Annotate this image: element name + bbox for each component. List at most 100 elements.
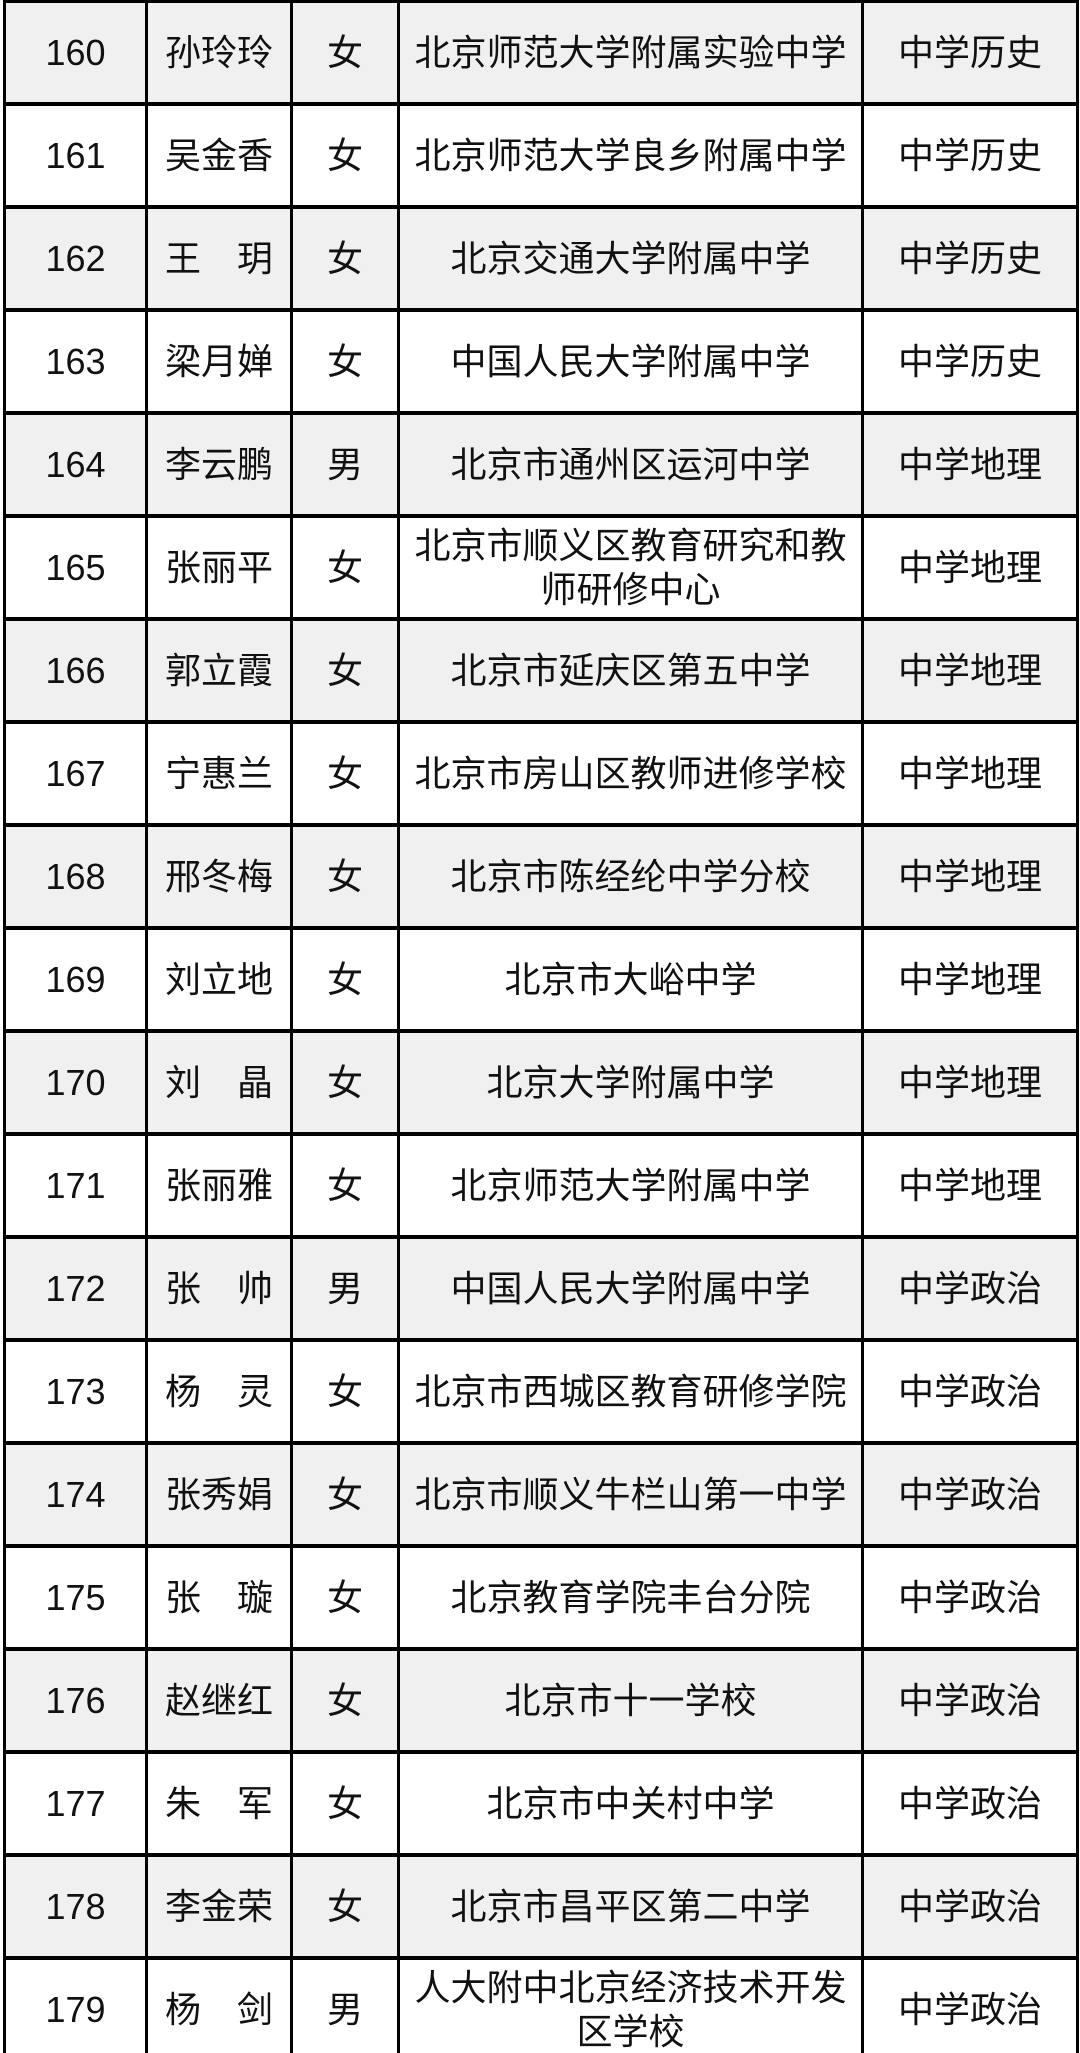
row-number-cell: 168 [3, 823, 148, 930]
school-cell: 北京教育学院丰台分院 [397, 1544, 864, 1651]
row-number-cell: 174 [3, 1441, 148, 1548]
teacher-name-cell: 邢冬梅 [145, 823, 293, 930]
subject-cell: 中学历史 [861, 205, 1079, 312]
teacher-name-cell: 张丽雅 [145, 1132, 293, 1239]
table-row: 178 李金荣 女 北京市昌平区第二中学 中学政治 [3, 1853, 1079, 1960]
gender-cell: 女 [290, 514, 400, 621]
teacher-name-cell: 刘 晶 [145, 1029, 293, 1136]
school-cell: 北京师范大学附属实验中学 [397, 0, 864, 106]
subject-cell: 中学政治 [861, 1647, 1079, 1754]
row-number-cell: 171 [3, 1132, 148, 1239]
row-number-cell: 165 [3, 514, 148, 621]
subject-cell: 中学地理 [861, 617, 1079, 724]
subject-cell: 中学政治 [861, 1853, 1079, 1960]
teacher-name-cell: 梁月婵 [145, 308, 293, 415]
teacher-name-cell: 杨 剑 [145, 1956, 293, 2053]
gender-cell: 男 [290, 1956, 400, 2053]
row-number-cell: 173 [3, 1338, 148, 1445]
teacher-name-cell: 吴金香 [145, 102, 293, 209]
teacher-name-cell: 张 帅 [145, 1235, 293, 1342]
teacher-name-cell: 杨 灵 [145, 1338, 293, 1445]
table-row: 176 赵继红 女 北京市十一学校 中学政治 [3, 1647, 1079, 1754]
subject-cell: 中学政治 [861, 1544, 1079, 1651]
table-row: 164 李云鹏 男 北京市通州区运河中学 中学地理 [3, 411, 1079, 518]
gender-cell: 男 [290, 411, 400, 518]
teacher-name-cell: 李金荣 [145, 1853, 293, 1960]
table-row: 169 刘立地 女 北京市大峪中学 中学地理 [3, 926, 1079, 1033]
school-cell: 中国人民大学附属中学 [397, 1235, 864, 1342]
school-cell: 北京市中关村中学 [397, 1750, 864, 1857]
table-row: 171 张丽雅 女 北京师范大学附属中学 中学地理 [3, 1132, 1079, 1239]
row-number-cell: 172 [3, 1235, 148, 1342]
table-row: 163 梁月婵 女 中国人民大学附属中学 中学历史 [3, 308, 1079, 415]
gender-cell: 女 [290, 102, 400, 209]
gender-cell: 女 [290, 1647, 400, 1754]
subject-cell: 中学地理 [861, 823, 1079, 930]
table-row: 179 杨 剑 男 人大附中北京经济技术开发 区学校 中学政治 [3, 1956, 1079, 2053]
teacher-name-cell: 刘立地 [145, 926, 293, 1033]
school-cell: 北京交通大学附属中学 [397, 205, 864, 312]
school-cell: 中国人民大学附属中学 [397, 308, 864, 415]
row-number-cell: 160 [3, 0, 148, 106]
school-cell: 北京市大峪中学 [397, 926, 864, 1033]
row-number-cell: 162 [3, 205, 148, 312]
gender-cell: 女 [290, 1338, 400, 1445]
subject-cell: 中学政治 [861, 1750, 1079, 1857]
subject-cell: 中学地理 [861, 1029, 1079, 1136]
school-cell: 北京师范大学良乡附属中学 [397, 102, 864, 209]
subject-cell: 中学地理 [861, 411, 1079, 518]
row-number-cell: 161 [3, 102, 148, 209]
school-cell: 北京市西城区教育研修学院 [397, 1338, 864, 1445]
gender-cell: 女 [290, 0, 400, 106]
row-number-cell: 170 [3, 1029, 148, 1136]
teacher-name-cell: 张秀娟 [145, 1441, 293, 1548]
school-cell: 北京市顺义牛栏山第一中学 [397, 1441, 864, 1548]
teacher-name-cell: 郭立霞 [145, 617, 293, 724]
subject-cell: 中学政治 [861, 1956, 1079, 2053]
table-row: 161 吴金香 女 北京师范大学良乡附属中学 中学历史 [3, 102, 1079, 209]
subject-cell: 中学地理 [861, 514, 1079, 621]
row-number-cell: 175 [3, 1544, 148, 1651]
subject-cell: 中学地理 [861, 720, 1079, 827]
school-cell: 北京市昌平区第二中学 [397, 1853, 864, 1960]
teacher-name-cell: 张 璇 [145, 1544, 293, 1651]
table-row: 160 孙玲玲 女 北京师范大学附属实验中学 中学历史 [3, 0, 1079, 106]
school-cell: 北京市延庆区第五中学 [397, 617, 864, 724]
row-number-cell: 169 [3, 926, 148, 1033]
school-cell: 北京市房山区教师进修学校 [397, 720, 864, 827]
table-row: 172 张 帅 男 中国人民大学附属中学 中学政治 [3, 1235, 1079, 1342]
subject-cell: 中学地理 [861, 926, 1079, 1033]
table-row: 174 张秀娟 女 北京市顺义牛栏山第一中学 中学政治 [3, 1441, 1079, 1548]
table-row: 173 杨 灵 女 北京市西城区教育研修学院 中学政治 [3, 1338, 1079, 1445]
table-row: 167 宁惠兰 女 北京市房山区教师进修学校 中学地理 [3, 720, 1079, 827]
school-cell: 北京大学附属中学 [397, 1029, 864, 1136]
row-number-cell: 176 [3, 1647, 148, 1754]
gender-cell: 女 [290, 1441, 400, 1548]
teacher-name-cell: 李云鹏 [145, 411, 293, 518]
table-row: 162 王 玥 女 北京交通大学附属中学 中学历史 [3, 205, 1079, 312]
teacher-name-cell: 孙玲玲 [145, 0, 293, 106]
teacher-name-cell: 王 玥 [145, 205, 293, 312]
table-row: 165 张丽平 女 北京市顺义区教育研究和教 师研修中心 中学地理 [3, 514, 1079, 621]
teacher-table-body: 160 孙玲玲 女 北京师范大学附属实验中学 中学历史 161 吴金香 女 北京… [3, 0, 1079, 2053]
table-row: 177 朱 军 女 北京市中关村中学 中学政治 [3, 1750, 1079, 1857]
teacher-name-cell: 宁惠兰 [145, 720, 293, 827]
table-row: 170 刘 晶 女 北京大学附属中学 中学地理 [3, 1029, 1079, 1136]
gender-cell: 女 [290, 720, 400, 827]
teacher-roster-table: 160 孙玲玲 女 北京师范大学附属实验中学 中学历史 161 吴金香 女 北京… [3, 0, 1079, 2053]
school-cell: 北京市陈经纶中学分校 [397, 823, 864, 930]
subject-cell: 中学历史 [861, 0, 1079, 106]
row-number-cell: 178 [3, 1853, 148, 1960]
teacher-name-cell: 赵继红 [145, 1647, 293, 1754]
table-row: 168 邢冬梅 女 北京市陈经纶中学分校 中学地理 [3, 823, 1079, 930]
gender-cell: 女 [290, 205, 400, 312]
gender-cell: 女 [290, 1750, 400, 1857]
row-number-cell: 179 [3, 1956, 148, 2053]
subject-cell: 中学政治 [861, 1235, 1079, 1342]
subject-cell: 中学历史 [861, 308, 1079, 415]
row-number-cell: 163 [3, 308, 148, 415]
subject-cell: 中学政治 [861, 1338, 1079, 1445]
subject-cell: 中学历史 [861, 102, 1079, 209]
gender-cell: 女 [290, 1132, 400, 1239]
gender-cell: 女 [290, 823, 400, 930]
